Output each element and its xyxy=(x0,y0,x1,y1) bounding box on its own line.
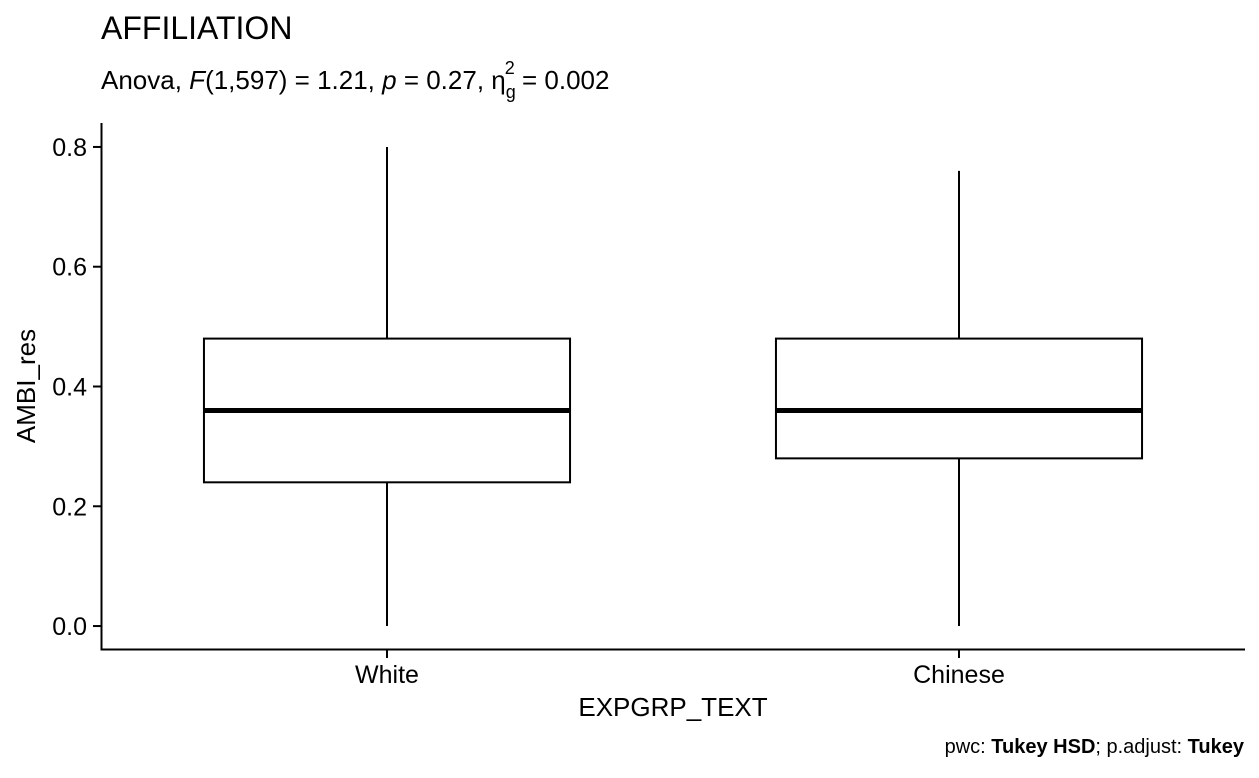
subtitle-p-symbol: p xyxy=(381,65,396,95)
caption-pwc-value: Tukey HSD xyxy=(991,736,1095,758)
chart-subtitle: Anova, F(1,597) = 1.21, p = 0.27, ηg 2 = … xyxy=(101,58,609,102)
y-tick-label: 0.2 xyxy=(52,493,87,521)
x-tick-label: White xyxy=(355,661,419,689)
y-axis-ticks: 0.0 0.2 0.4 0.6 0.8 xyxy=(52,134,101,641)
y-axis-title: AMBI_res xyxy=(11,329,41,443)
x-tick-label: Chinese xyxy=(913,661,1005,689)
x-axis-ticks: White Chinese xyxy=(355,650,1005,689)
chart-caption: pwc: Tukey HSD; p.adjust: Tukey xyxy=(945,736,1245,758)
boxplot-chinese xyxy=(774,170,1144,627)
chart-title: AFFILIATION xyxy=(101,10,292,46)
y-tick-label: 0.6 xyxy=(52,254,87,282)
subtitle-eta-symbol: η xyxy=(491,65,505,95)
boxplot-white xyxy=(202,146,572,627)
caption-separator: ; p.adjust: xyxy=(1095,736,1187,758)
y-tick-label: 0.8 xyxy=(52,134,87,162)
subtitle-eta-value: = 0.002 xyxy=(515,65,610,95)
subtitle-stat-symbol: F xyxy=(189,65,207,95)
subtitle-eta-sub: g xyxy=(506,82,516,102)
caption-adjust-value: Tukey xyxy=(1188,736,1245,758)
iqr-box xyxy=(774,337,1144,460)
subtitle-p-value: = 0.27, xyxy=(397,65,492,95)
y-tick-label: 0.4 xyxy=(52,374,87,402)
y-tick-label: 0.0 xyxy=(52,613,87,641)
subtitle-df: (1,597) = 1.21, xyxy=(205,65,382,95)
chart-marks xyxy=(202,146,1144,627)
subtitle-prefix: Anova, xyxy=(101,65,189,95)
x-axis-title: EXPGRP_TEXT xyxy=(578,692,767,722)
caption-pwc-label: pwc: xyxy=(945,736,992,758)
subtitle-eta-sup: 2 xyxy=(505,58,515,78)
